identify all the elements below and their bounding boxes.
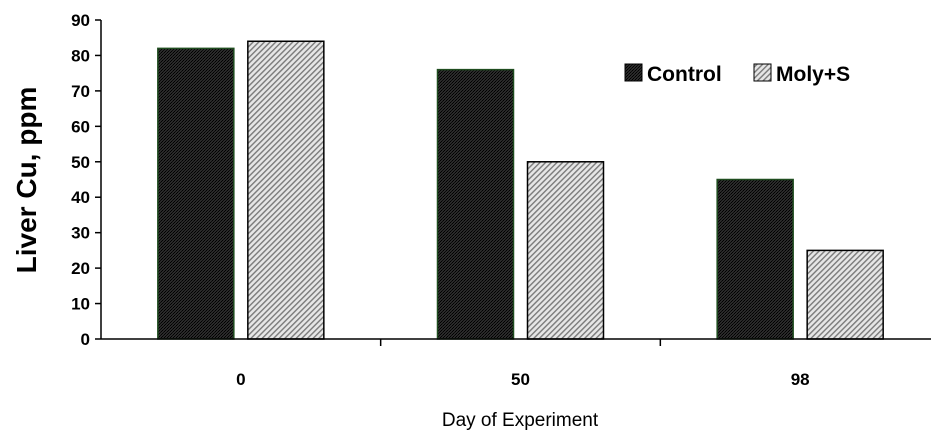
bar-control-98	[716, 178, 794, 340]
x-axis-label: Day of Experiment	[442, 410, 599, 431]
bar-control-50	[436, 68, 515, 340]
bar-moly-s-98	[806, 249, 884, 340]
legend-label: Control	[647, 63, 722, 86]
legend-label: Moly+S	[776, 63, 850, 86]
y-tick-label: 10	[71, 295, 90, 314]
bar-moly-s-0	[247, 40, 325, 340]
y-tick-label: 30	[71, 224, 90, 243]
y-tick-label: 0	[81, 330, 90, 349]
bar-moly-s-50	[526, 161, 605, 340]
y-axis-ticks: 0 10 20 30 40 50 60 70 80 90	[71, 11, 101, 349]
y-tick-label: 20	[71, 259, 90, 278]
y-tick-label: 50	[71, 153, 90, 172]
x-axis-ticks	[379, 339, 662, 346]
x-tick-label: 0	[236, 370, 245, 389]
axes	[100, 20, 931, 340]
bars	[157, 40, 884, 340]
bar-control-0	[157, 47, 235, 340]
y-tick-label: 90	[71, 11, 90, 30]
y-tick-label: 60	[71, 117, 90, 136]
y-tick-label: 40	[71, 188, 90, 207]
y-axis-label: Liver Cu, ppm	[11, 87, 42, 274]
legend-swatch-moly-s	[753, 63, 772, 82]
legend: Control Moly+S	[624, 63, 850, 86]
y-tick-label: 70	[71, 82, 90, 101]
y-tick-label: 80	[71, 46, 90, 65]
x-axis-tick-labels: 0 50 98	[236, 370, 810, 389]
x-tick-label: 50	[511, 370, 530, 389]
legend-swatch-control	[624, 63, 643, 82]
x-tick-label: 98	[791, 370, 810, 389]
